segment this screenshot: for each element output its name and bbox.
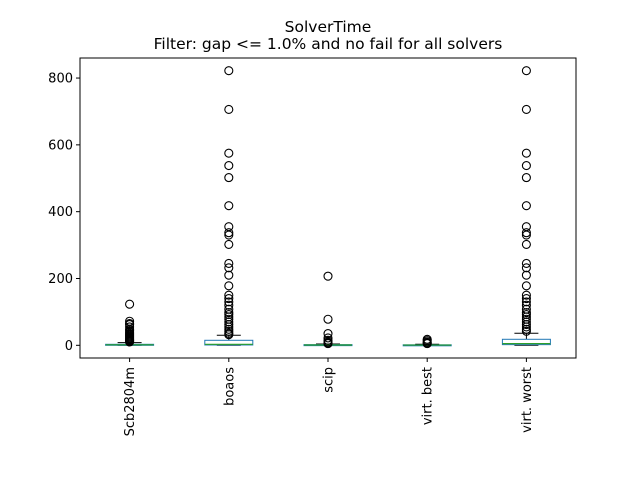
y-tick-label: 200 [48, 272, 73, 287]
outlier-point [521, 201, 531, 211]
box-group [501, 66, 551, 346]
outlier-point [224, 293, 234, 304]
outlier-point [224, 263, 234, 273]
outlier-point [521, 66, 531, 76]
outlier-point [521, 270, 531, 280]
x-axis: Scb2804m boaos scip virt. best virt. worst [123, 358, 535, 436]
outlier-point [224, 239, 234, 249]
outlier-point [224, 320, 234, 330]
outlier-point [521, 320, 531, 330]
outlier-point [224, 281, 234, 291]
outlier-point [521, 258, 531, 269]
outlier-point [521, 310, 531, 320]
outlier-point [521, 300, 531, 310]
x-tick-label: Scb2804m [123, 367, 138, 436]
outlier-point [521, 281, 531, 291]
x-tick-label: virt. best [421, 367, 436, 425]
outlier-point [521, 104, 531, 114]
outlier-point [521, 297, 531, 307]
outlier-point [224, 161, 234, 171]
box-group [402, 334, 452, 349]
outlier-point [224, 173, 234, 183]
y-tick-label: 600 [48, 138, 73, 153]
outlier-point [323, 339, 333, 349]
outlier-point [224, 290, 234, 300]
outlier-point [521, 161, 531, 171]
y-tick-label: 400 [48, 205, 73, 220]
outlier-point [224, 230, 234, 240]
outlier-point [224, 258, 234, 269]
outlier-point [224, 66, 234, 76]
outlier-point [224, 310, 234, 320]
outlier-point [521, 317, 531, 327]
box-group [303, 271, 353, 349]
outlier-point [224, 201, 234, 211]
outlier-point [521, 239, 531, 249]
outlier-point [521, 326, 531, 336]
outlier-point [224, 330, 234, 340]
chart-title: SolverTime [285, 18, 372, 36]
outlier-point [521, 293, 531, 304]
outlier-point [224, 228, 234, 238]
box-group [204, 66, 254, 346]
outlier-point [224, 270, 234, 280]
box-iqr [501, 338, 551, 346]
outlier-point [125, 320, 135, 330]
y-tick-label: 800 [48, 72, 73, 87]
outlier-point [224, 104, 234, 114]
outlier-point [323, 271, 333, 281]
outlier-point [521, 228, 531, 238]
outlier-point [224, 300, 234, 310]
y-axis: 0 200 400 600 800 [48, 72, 80, 354]
box-group [105, 299, 155, 347]
outlier-point [422, 339, 432, 349]
x-tick-label: boaos [222, 367, 237, 406]
x-tick-label: scip [322, 367, 337, 393]
outlier-point [521, 173, 531, 183]
outlier-point [521, 322, 531, 332]
outlier-point [521, 148, 531, 158]
outlier-point [323, 333, 333, 343]
plot-frame [79, 57, 577, 359]
outlier-point [125, 337, 135, 347]
outlier-point [224, 297, 234, 307]
y-tick-label: 0 [65, 339, 73, 354]
plot-area [105, 66, 551, 349]
outlier-point [224, 317, 234, 327]
outlier-point [521, 230, 531, 240]
chart-subtitle: Filter: gap <= 1.0% and no fail for all … [154, 35, 503, 53]
outlier-point [521, 263, 531, 273]
x-tick-label: virt. worst [520, 367, 535, 433]
outlier-point [224, 148, 234, 158]
box-iqr [204, 339, 254, 346]
outlier-point [323, 314, 333, 324]
outlier-point [125, 299, 135, 309]
outlier-point [521, 290, 531, 300]
